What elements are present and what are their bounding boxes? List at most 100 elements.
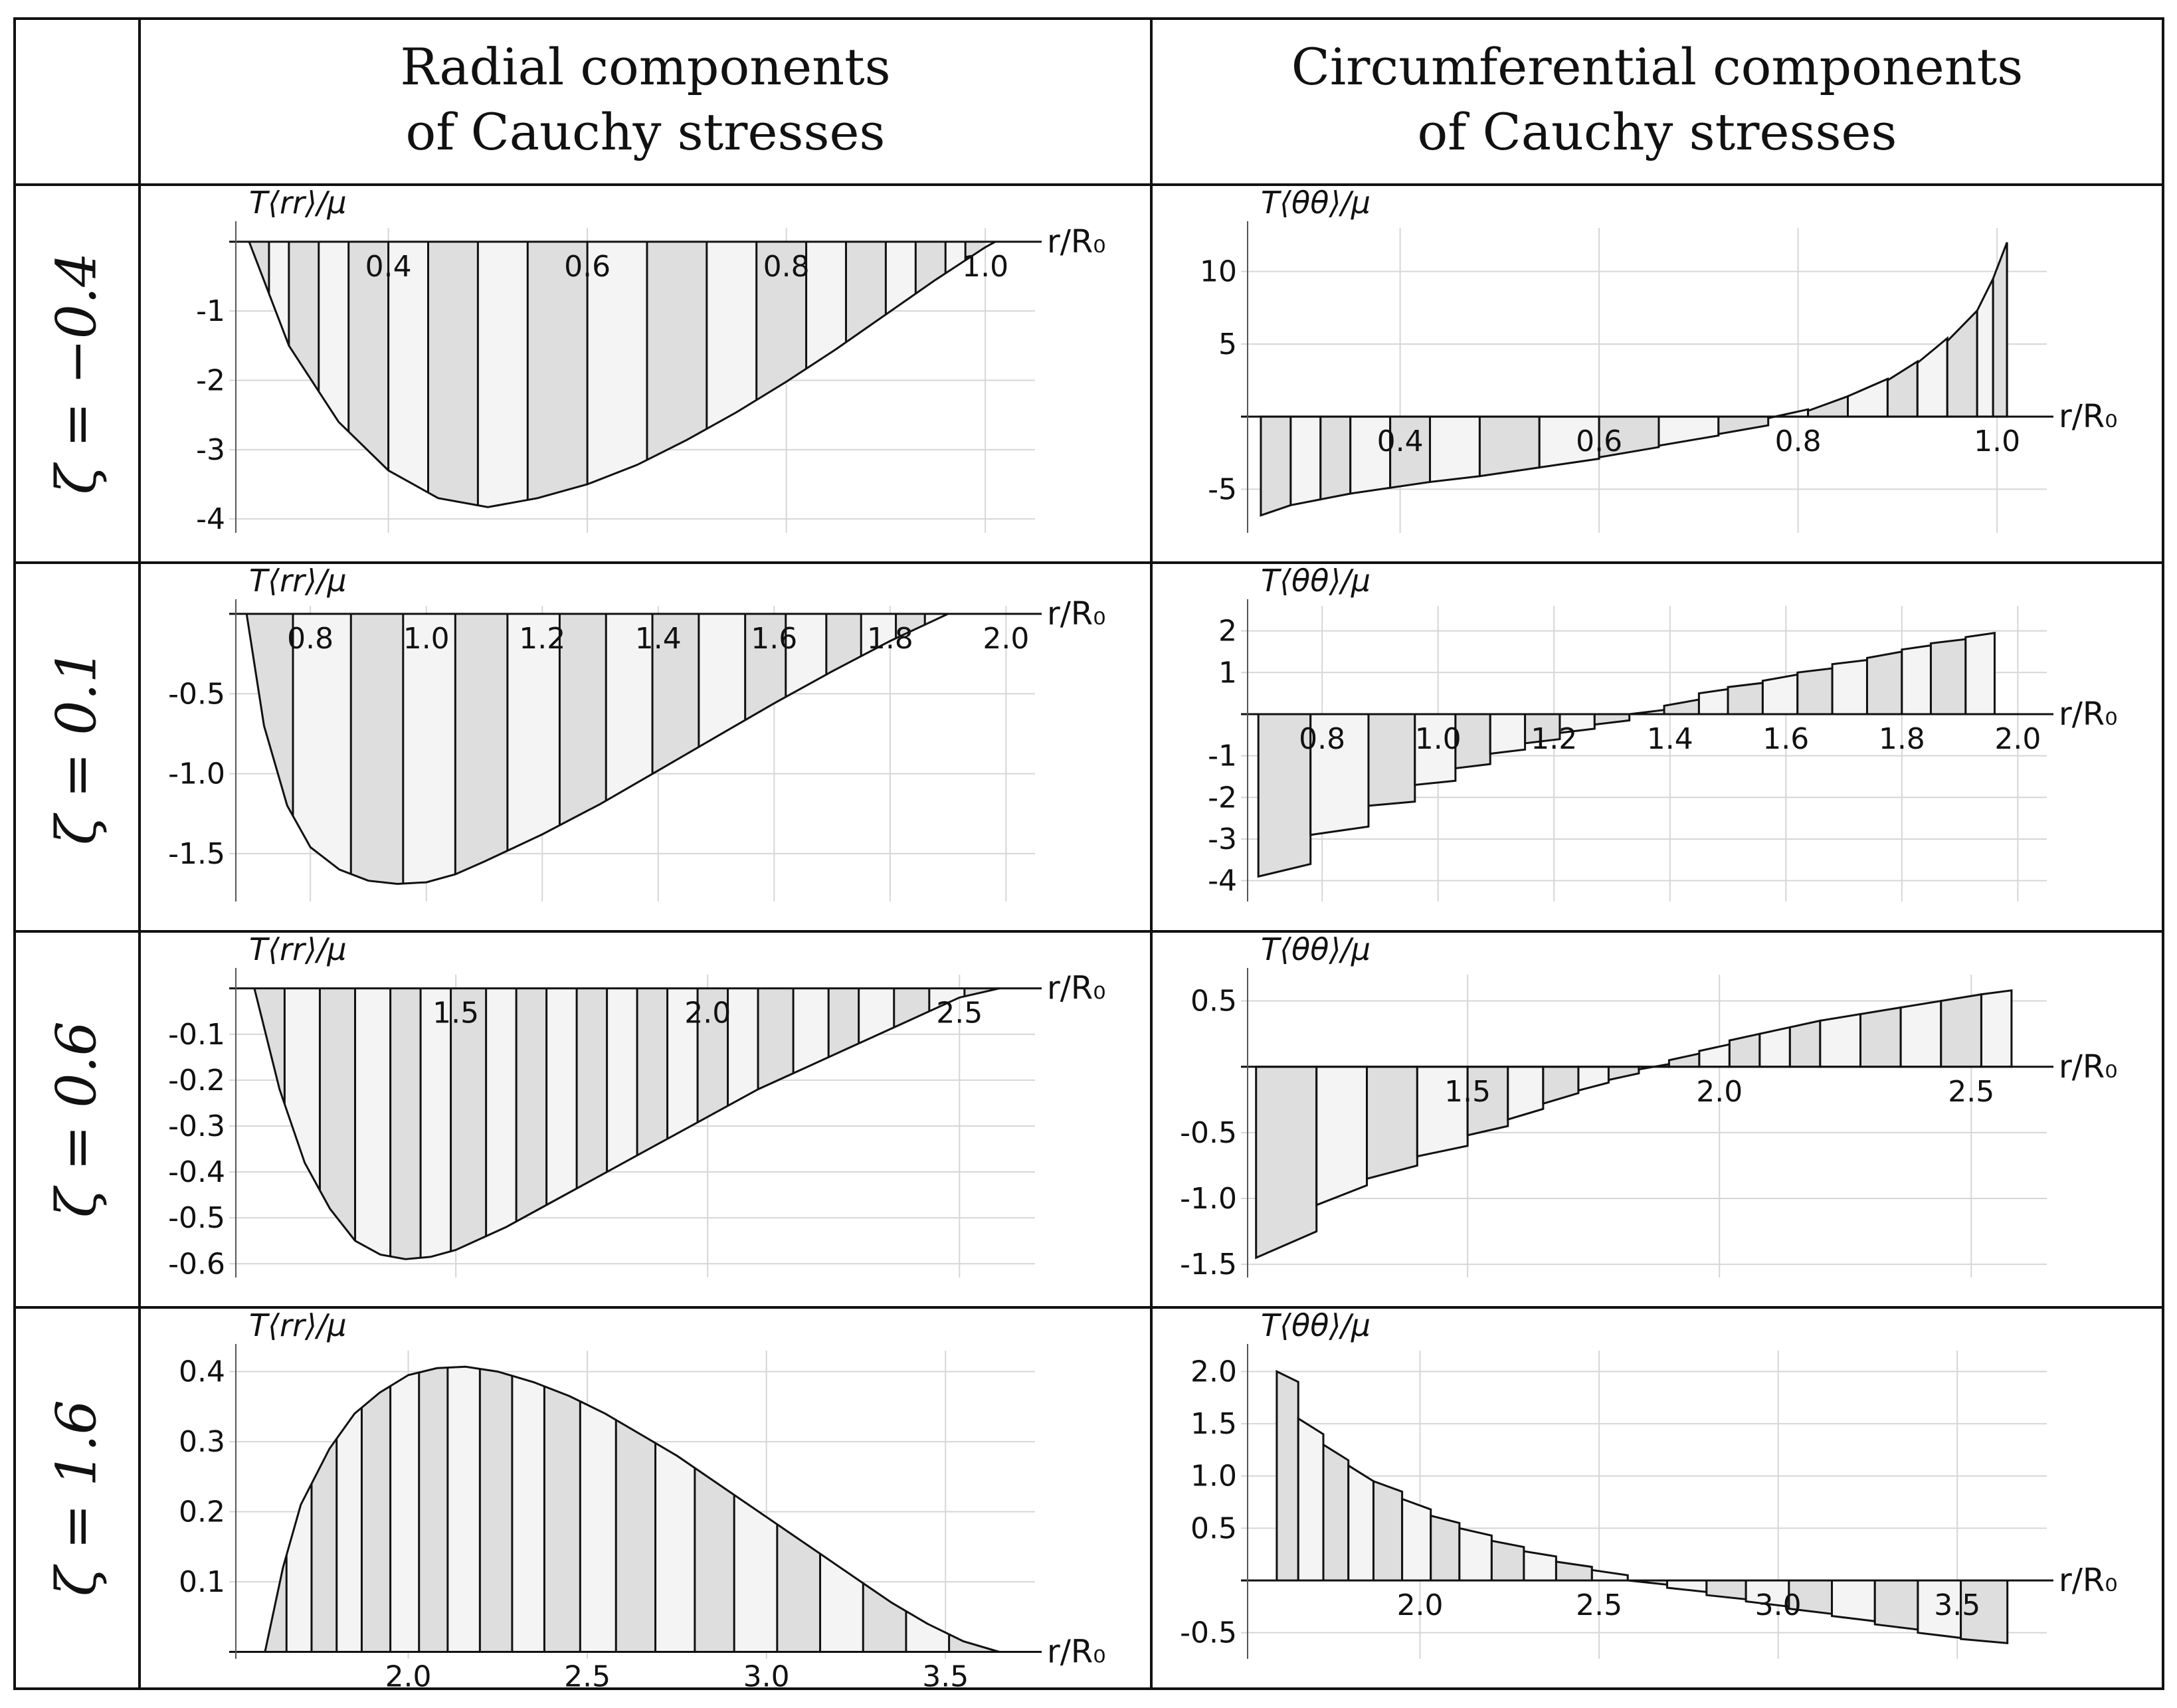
x-axis-label: r/R₀ [1047,223,1106,260]
x-tick-label: 2.0 [385,1660,432,1693]
x-tick-label: 1.5 [432,996,479,1030]
stress-bar [1698,1043,1731,1068]
area-strip [706,241,757,429]
stress-bar [1899,999,1942,1068]
area-strip [905,1611,949,1652]
stress-bar [1992,242,2008,418]
chart-radial-row3: 1.5 2.0 2.5 -0.1 -0.2 -0.3 -0.4 -0.5 -0.6 T⟨rr⟩/μ… [168,931,1106,1281]
y-tick-label: -1 [196,294,225,328]
area-strip [616,1420,656,1652]
stress-bar [1429,415,1481,484]
x-tick-label: 1.4 [635,622,682,656]
x-tick-label: 0.4 [1377,425,1424,458]
stress-bar [1727,682,1764,715]
area-strip [348,241,389,471]
area-strip [355,988,391,1257]
y-tick-label: -3 [196,433,225,467]
area-strip [351,614,403,884]
x-tick-label: 2.0 [1397,1588,1444,1622]
y-tick-label: 2 [1218,615,1237,648]
y-tick-label: -1 [1208,739,1237,773]
area-strip [785,614,826,698]
area-strip [925,614,954,625]
stress-bar [1458,1527,1493,1582]
stress-bar [1366,1066,1418,1181]
area-strip [915,241,946,294]
chart-radial-row1: 0.4 0.6 0.8 1.0 -1 -2 -3 -4 T⟨rr⟩/μ r/R₀ [196,185,1106,536]
area-strip [390,1373,419,1652]
y-axis-label: T⟨rr⟩/μ [249,931,347,967]
area-strip [580,1401,616,1652]
y-axis-label: T⟨θθ⟩/μ [1261,563,1371,599]
stress-bar [1401,1497,1432,1582]
y-tick-label: 0.5 [1190,1511,1237,1545]
y-tick-label: -5 [1208,472,1237,506]
circumferential-header-line2: of Cauchy stresses [1417,102,1897,161]
x-axis-label: r/R₀ [1047,595,1106,632]
stress-bar [1705,1579,1747,1601]
stress-bar [1901,644,1932,715]
area-strip [286,1483,312,1652]
area-strip [428,241,478,506]
area-strip [361,1386,391,1652]
area-strip [965,241,986,260]
stress-bar [1946,308,1978,418]
y-tick-label: -3 [1208,822,1237,856]
x-tick-label: 3.5 [922,1660,969,1693]
x-tick-label: 0.6 [564,250,611,284]
y-tick-label: -2 [196,364,225,398]
area-strip [606,614,653,801]
area-strip [828,988,859,1058]
area-strip [546,988,577,1205]
area-strip [896,614,925,638]
x-tick-label: 0.8 [287,622,333,656]
area-strip [288,241,319,392]
area-strip [745,614,786,720]
area-strip [587,241,647,484]
stress-bar [1761,673,1799,715]
area-strip [450,988,486,1252]
radial-header: Radial components of Cauchy stresses [140,19,1151,185]
y-tick-label: -0.5 [1180,1116,1237,1150]
x-tick-label: 1.6 [1762,722,1809,756]
x-tick-label: 0.4 [365,250,412,284]
area-strip [894,988,929,1028]
zeta-label-row2: ζ = 0.1 [45,648,109,845]
y-axis-label: T⟨θθ⟩/μ [1261,931,1371,967]
x-tick-label: 1.4 [1647,722,1693,756]
stress-bar [1430,1514,1461,1582]
area-strip [577,988,607,1188]
x-tick-label: 2.0 [1994,722,2041,756]
area-strip [777,1524,820,1652]
y-tick-label: -1.0 [1180,1182,1237,1216]
area-strip [419,1367,448,1652]
chart-radial-row4: 2.0 2.5 3.0 3.5 0.4 0.3 0.2 0.1 T⟨rr⟩/μ r/R₀ [179,1307,1105,1693]
x-tick-label: 1.8 [867,622,913,656]
area-strip [858,988,894,1044]
y-tick-label: 2.0 [1190,1355,1237,1388]
radial-header-line2: of Cauchy stresses [405,102,886,161]
radial-header-line1: Radial components [400,37,891,96]
x-tick-label: 1.2 [519,622,565,656]
area-strip [637,988,668,1156]
stress-curve [264,1365,1000,1653]
area-strip [652,614,699,774]
stress-bar [1260,415,1292,517]
area-strip [826,614,862,675]
area-strip [861,614,896,656]
y-tick-label: -1.0 [168,757,225,791]
stress-bar [1297,1416,1325,1582]
y-tick-label: -2 [1208,781,1237,814]
y-tick-label: -0.5 [168,677,225,711]
stress-bar [1717,415,1770,436]
x-axis-label: r/R₀ [1047,970,1106,1007]
y-tick-label: 1.0 [1190,1460,1237,1493]
x-tick-label: 2.5 [936,996,983,1030]
stress-bar [1367,713,1416,807]
x-tick-label: 1.2 [1531,722,1577,756]
stress-curve [248,240,996,508]
stress-bar [1796,667,1834,715]
y-tick-label: 0.2 [179,1495,225,1529]
y-tick-label: -4 [1208,864,1237,898]
